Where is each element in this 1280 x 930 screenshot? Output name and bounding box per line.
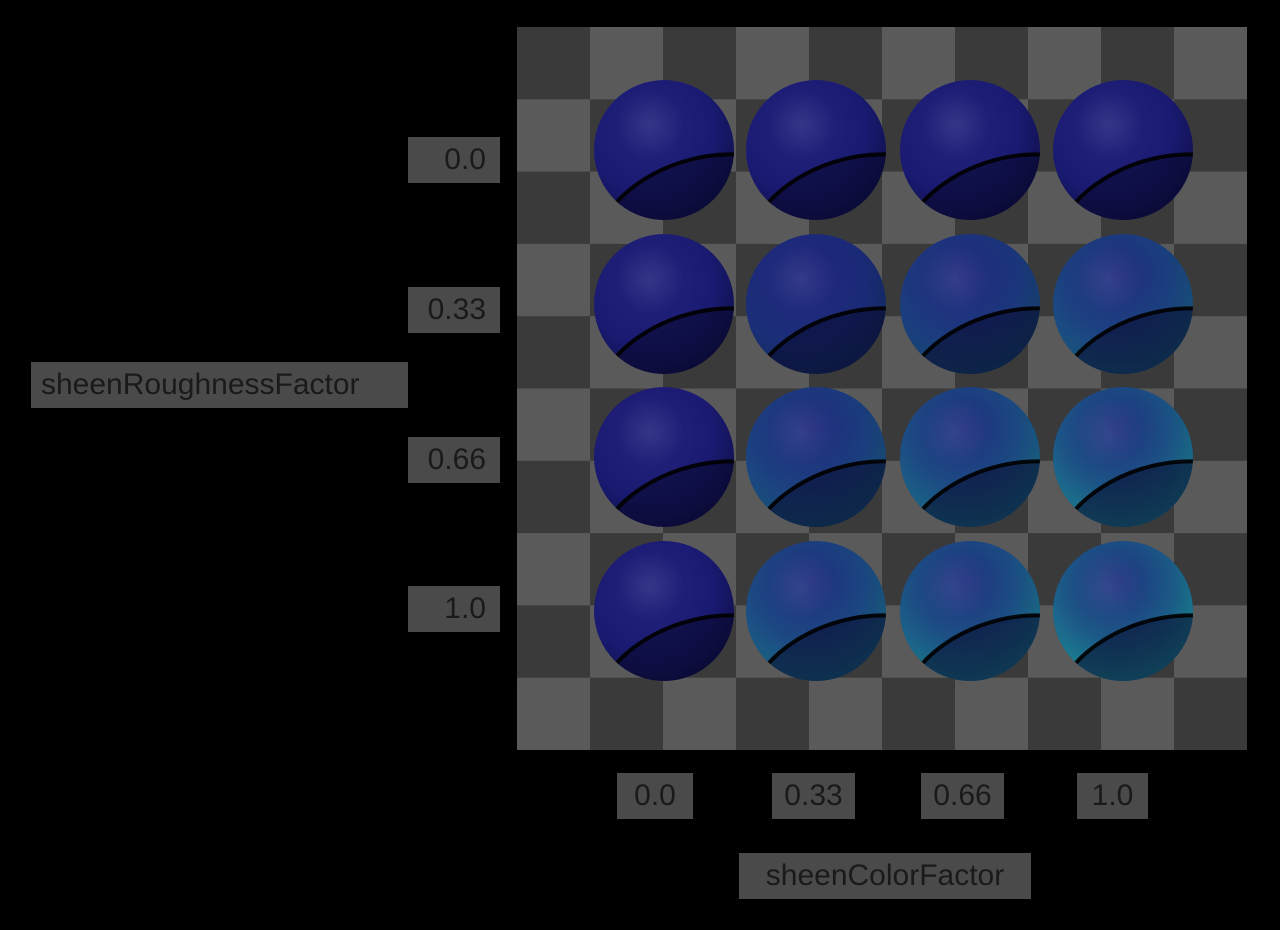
sphere-highlight xyxy=(922,397,990,465)
row-label-3: 1.0 xyxy=(408,586,500,632)
sphere-highlight xyxy=(1075,397,1143,465)
row-label-0: 0.0 xyxy=(408,137,500,183)
sphere-highlight xyxy=(1075,90,1143,158)
col-label-1: 0.33 xyxy=(772,773,855,819)
sphere-highlight xyxy=(616,397,684,465)
col-label-2: 0.66 xyxy=(921,773,1004,819)
sphere-highlight xyxy=(616,551,684,619)
sphere-highlight xyxy=(922,244,990,312)
sphere-highlight xyxy=(616,244,684,312)
col-label-3: 1.0 xyxy=(1077,773,1148,819)
x-axis-title: sheenColorFactor xyxy=(739,853,1031,899)
sphere-highlight xyxy=(922,551,990,619)
y-axis-title: sheenRoughnessFactor xyxy=(31,362,408,408)
sphere-highlight xyxy=(1075,244,1143,312)
sphere-highlight xyxy=(768,90,836,158)
sphere-highlight xyxy=(922,90,990,158)
spheres-canvas xyxy=(594,80,1212,700)
sphere-r3-c3 xyxy=(1053,541,1212,700)
row-label-2: 0.66 xyxy=(408,437,500,483)
col-label-0: 0.0 xyxy=(617,773,693,819)
sphere-highlight xyxy=(616,90,684,158)
row-label-1: 0.33 xyxy=(408,287,500,333)
sphere-grid xyxy=(517,27,1247,750)
sphere-highlight xyxy=(768,397,836,465)
sphere-highlight xyxy=(768,244,836,312)
sphere-highlight xyxy=(1075,551,1143,619)
sphere-highlight xyxy=(768,551,836,619)
